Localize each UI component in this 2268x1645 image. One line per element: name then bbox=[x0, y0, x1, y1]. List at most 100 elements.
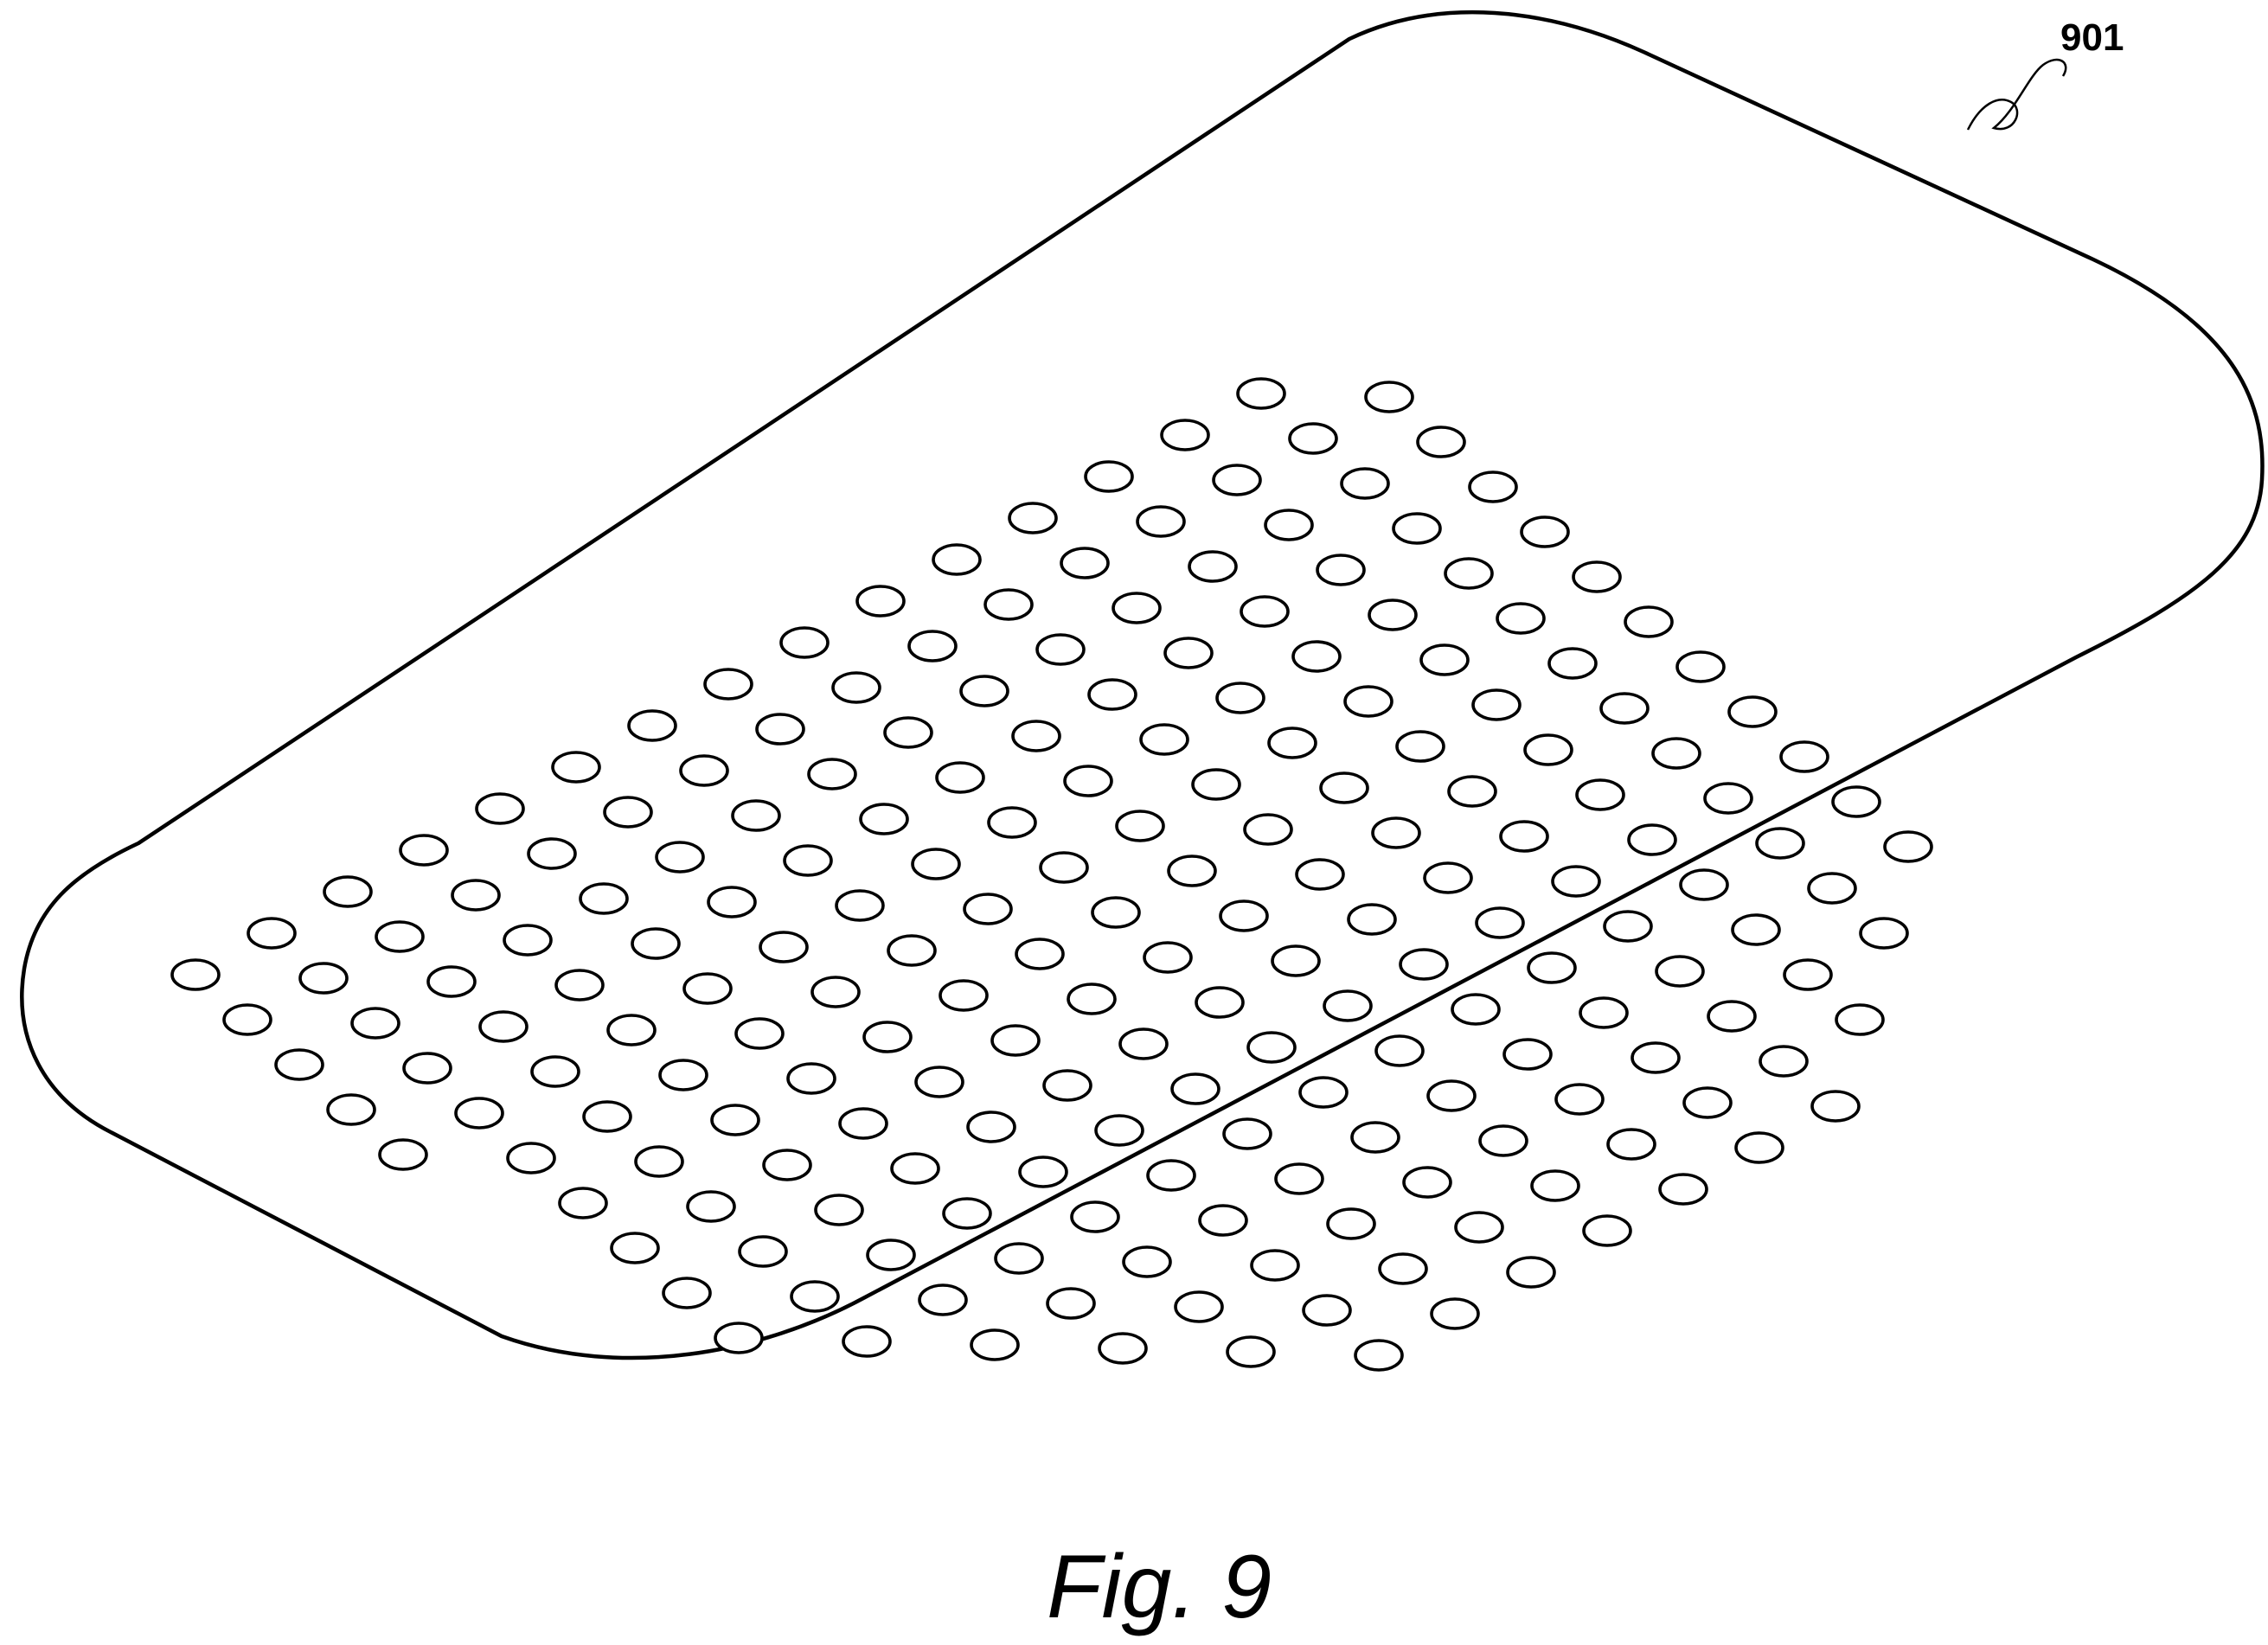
perforation-hole bbox=[1504, 1040, 1551, 1069]
perforation-hole bbox=[1016, 939, 1063, 969]
perforation-hole bbox=[1352, 1123, 1399, 1152]
perforation-hole bbox=[1497, 604, 1544, 633]
perforation-hole bbox=[300, 963, 347, 993]
perforation-hole bbox=[1577, 780, 1624, 810]
perforation-hole bbox=[1421, 645, 1468, 675]
perforation-hole bbox=[1432, 1299, 1478, 1328]
perforation-hole bbox=[1342, 469, 1388, 498]
figure-caption: Fig. 9 bbox=[1047, 1537, 1272, 1637]
perforation-hole bbox=[1525, 735, 1572, 765]
perforation-hole bbox=[1456, 1213, 1502, 1242]
perforation-hole bbox=[809, 759, 855, 789]
perforation-hole bbox=[608, 1015, 655, 1045]
perforation-hole bbox=[1086, 462, 1132, 491]
perforation-hole bbox=[1200, 1206, 1246, 1235]
perforation-hole bbox=[1656, 957, 1703, 986]
perforation-hole bbox=[1092, 898, 1139, 927]
perforation-hole bbox=[1065, 766, 1112, 796]
perforation-hole bbox=[1445, 559, 1492, 588]
perforation-hole bbox=[1573, 562, 1620, 592]
perforation-hole bbox=[1528, 953, 1575, 983]
perforation-hole bbox=[788, 1064, 835, 1093]
perforation-hole bbox=[1660, 1175, 1707, 1204]
perforation-hole bbox=[1404, 1168, 1451, 1197]
perforation-hole bbox=[937, 763, 983, 792]
perforation-hole bbox=[1781, 742, 1828, 771]
perforation-hole bbox=[1245, 815, 1291, 844]
perforation-hole bbox=[712, 1105, 759, 1135]
perforation-hole bbox=[760, 932, 807, 962]
perforation-hole bbox=[1321, 773, 1368, 803]
perforation-hole bbox=[1608, 1130, 1655, 1159]
perforation-hole bbox=[1265, 510, 1312, 540]
perforation-hole bbox=[1220, 901, 1267, 931]
perforation-hole bbox=[1176, 1292, 1222, 1322]
perforation-hole bbox=[324, 877, 371, 906]
perforation-hole bbox=[1425, 863, 1471, 893]
perforation-hole bbox=[1625, 607, 1672, 637]
perforation-hole bbox=[1705, 784, 1752, 813]
perforation-hole bbox=[1020, 1157, 1067, 1187]
perforation-hole bbox=[764, 1150, 810, 1180]
perforation-hole bbox=[1238, 379, 1285, 408]
perforation-hole bbox=[861, 804, 907, 834]
perforation-hole bbox=[1041, 853, 1087, 882]
perforation-hole bbox=[612, 1233, 658, 1263]
perforation-hole bbox=[1089, 680, 1136, 709]
perforation-hole bbox=[1477, 908, 1523, 938]
perforation-hole bbox=[452, 880, 499, 910]
perforation-hole bbox=[961, 676, 1008, 706]
perforation-hole bbox=[1165, 638, 1212, 668]
perforation-hole bbox=[1217, 683, 1264, 713]
perforation-hole bbox=[1328, 1209, 1374, 1239]
perforation-hole bbox=[1809, 874, 1855, 903]
perforation-hole bbox=[1501, 822, 1547, 851]
perforation-hole bbox=[864, 1022, 911, 1052]
perforation-hole bbox=[1068, 984, 1115, 1014]
perforation-hole bbox=[843, 1327, 890, 1356]
perforation-hole bbox=[1532, 1171, 1579, 1200]
perforation-hole bbox=[733, 801, 779, 830]
perforation-hole bbox=[1397, 732, 1444, 761]
perforation-hole bbox=[172, 960, 219, 989]
perforation-hole bbox=[276, 1050, 323, 1079]
perforation-hole bbox=[705, 669, 752, 699]
perforation-hole bbox=[632, 929, 679, 958]
perforation-hole bbox=[1508, 1258, 1554, 1287]
perforation-hole bbox=[1304, 1296, 1350, 1325]
perforated-plate-outline bbox=[22, 12, 2262, 1358]
perforation-hole bbox=[1449, 777, 1496, 806]
perforation-hole bbox=[1601, 694, 1648, 723]
perforation-hole bbox=[584, 1102, 631, 1131]
perforation-hole bbox=[933, 545, 980, 574]
perforation-hole bbox=[1117, 811, 1163, 841]
perforation-hole bbox=[1885, 832, 1932, 861]
perforation-hole bbox=[1293, 642, 1340, 671]
perforation-hole bbox=[1241, 597, 1288, 626]
perforation-hole bbox=[1096, 1116, 1143, 1145]
perforation-hole bbox=[1812, 1091, 1859, 1121]
perforation-hole bbox=[1113, 593, 1160, 623]
perforation-hole bbox=[477, 794, 523, 823]
perforation-hole bbox=[996, 1244, 1042, 1273]
perforation-hole bbox=[456, 1098, 503, 1128]
perforation-hole bbox=[529, 839, 575, 868]
perforation-hole bbox=[1169, 856, 1215, 886]
perforation-hole bbox=[1760, 1047, 1807, 1076]
perforation-hole bbox=[560, 1188, 606, 1218]
perforation-hole bbox=[992, 1026, 1039, 1055]
perforation-hole bbox=[1162, 420, 1208, 450]
perforation-hole bbox=[757, 714, 804, 744]
perforation-hole bbox=[791, 1282, 838, 1311]
perforation-hole bbox=[736, 1019, 783, 1048]
perforation-hole bbox=[681, 756, 727, 785]
perforation-hole bbox=[892, 1154, 939, 1183]
perforation-hole bbox=[1861, 919, 1907, 948]
perforation-hole bbox=[840, 1109, 887, 1138]
perforation-hole bbox=[1252, 1251, 1298, 1280]
perforation-hole bbox=[1272, 946, 1319, 976]
perforation-hole bbox=[885, 718, 932, 747]
perforation-hole bbox=[1684, 1088, 1731, 1117]
perforation-hole bbox=[1248, 1033, 1295, 1062]
perforation-hole bbox=[1428, 1081, 1475, 1111]
